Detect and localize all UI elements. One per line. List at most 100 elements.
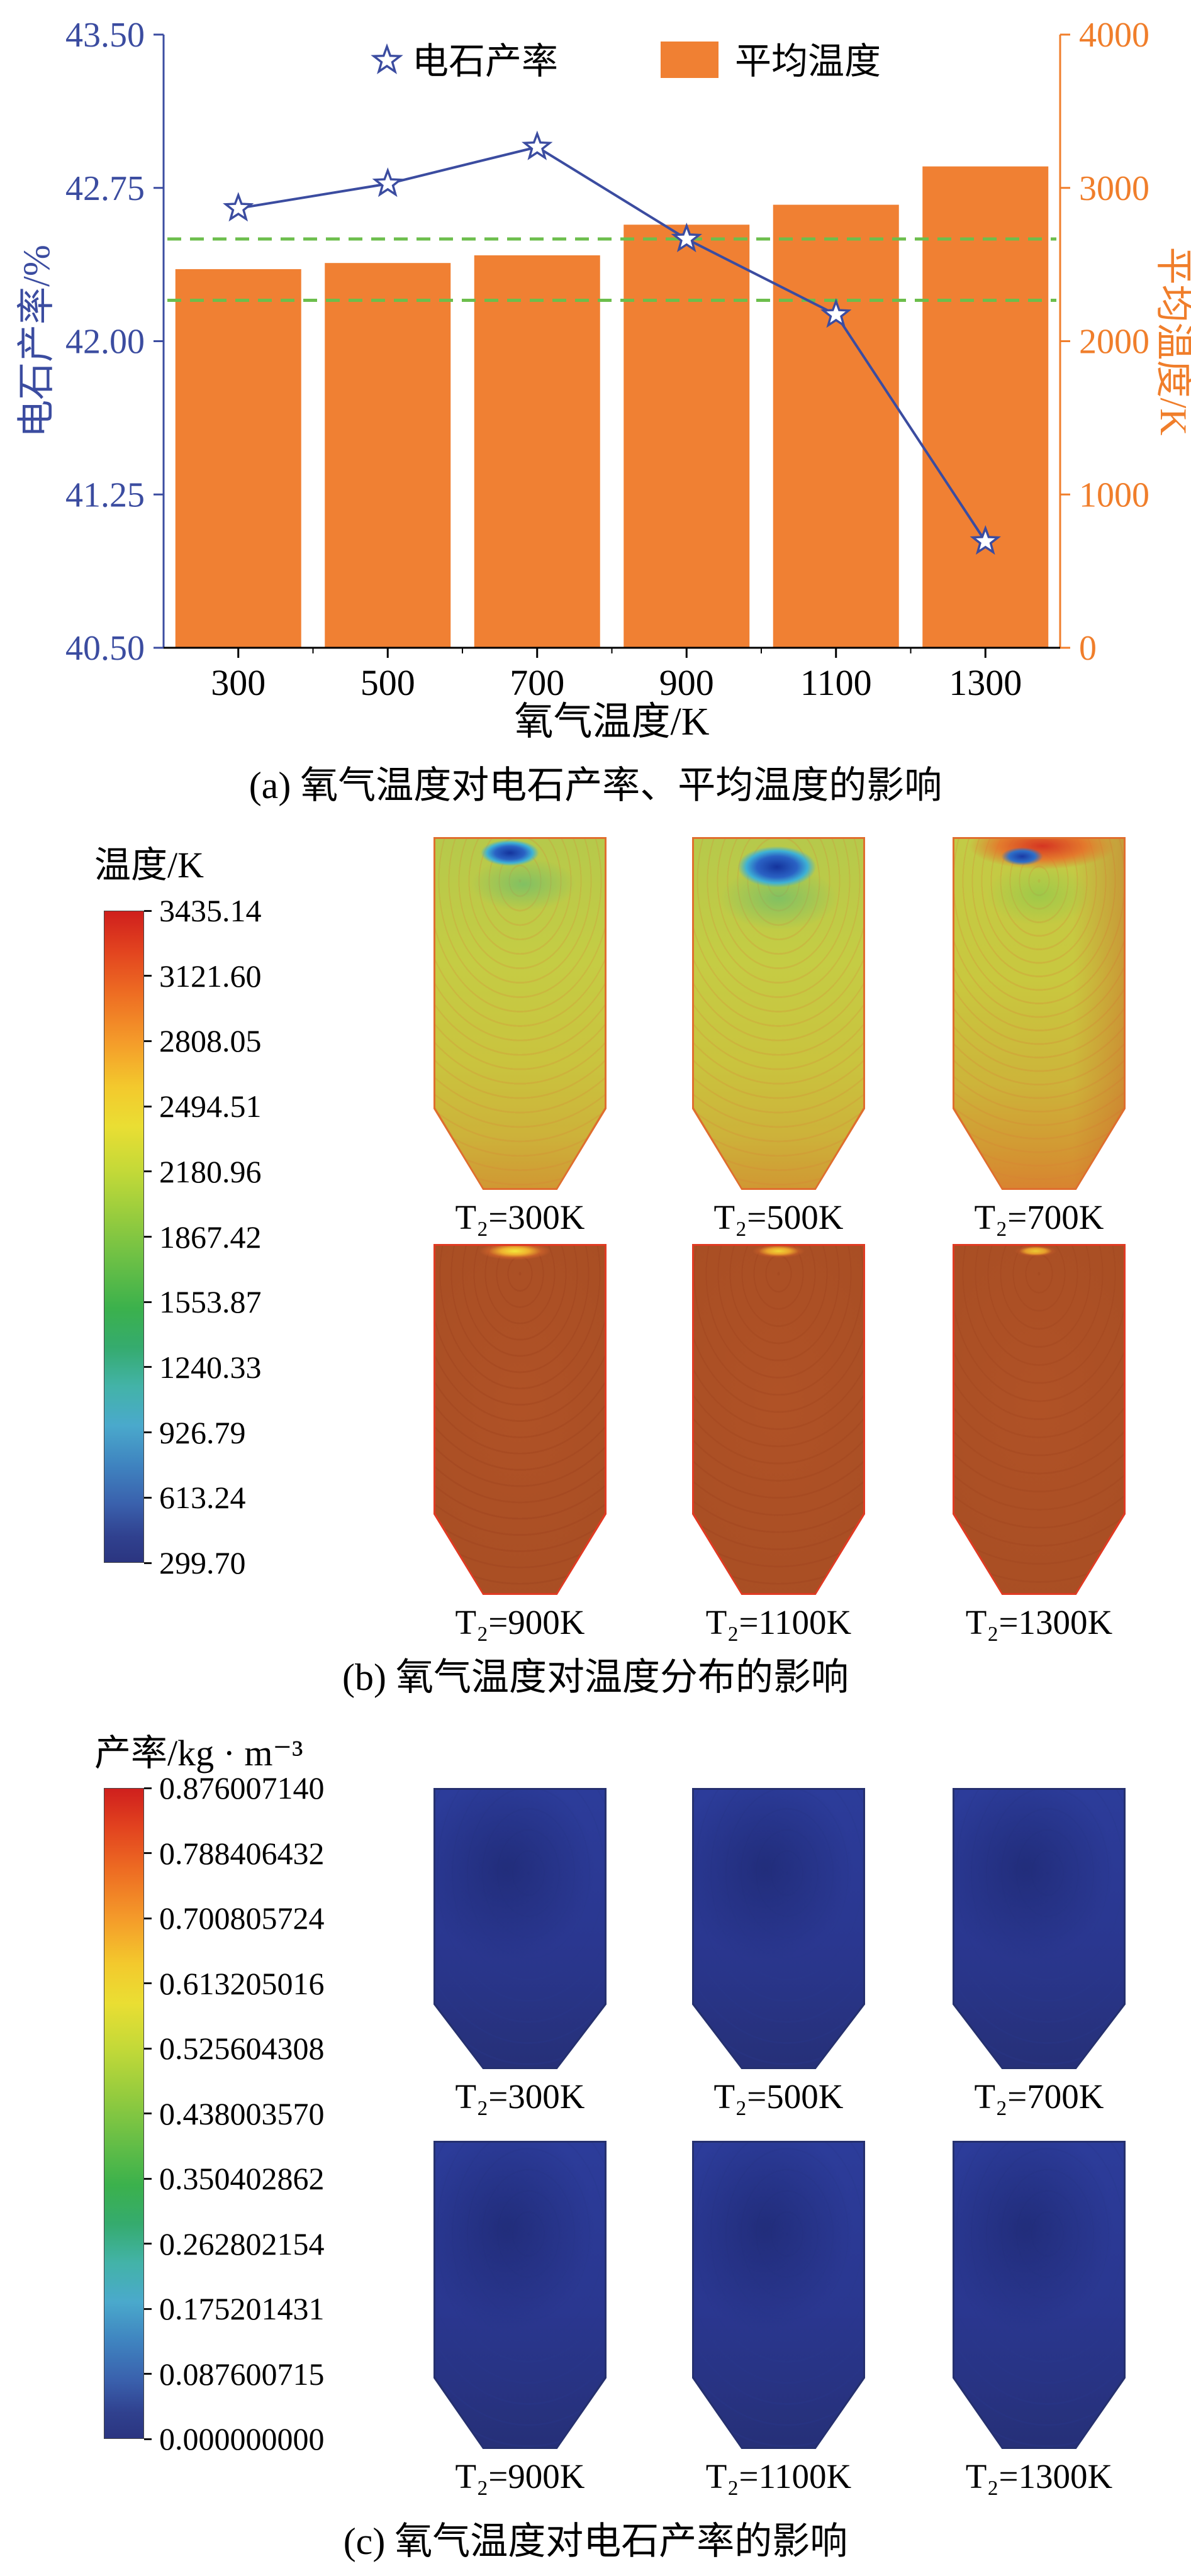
svg-text:平均温度/K: 平均温度/K — [1153, 247, 1191, 436]
contour-field — [694, 839, 863, 1188]
contour-plot-image — [433, 837, 607, 1190]
contour-field — [954, 1790, 1124, 2067]
svg-text:1000: 1000 — [1079, 475, 1149, 514]
contour-plot-image — [953, 1788, 1126, 2069]
caption-b: (b) 氧气温度对温度分布的影响 — [342, 1657, 849, 1698]
plot-label: T₂=900K — [455, 1603, 585, 1641]
contour-temp-700K: T₂=700K — [953, 837, 1126, 1237]
contour-plot-image — [433, 2141, 607, 2449]
colorbar-tick-label: 0.700805724 — [144, 1900, 325, 1936]
svg-text:40.50: 40.50 — [65, 629, 145, 668]
colorbar-tick-label: 1867.42 — [144, 1219, 262, 1255]
svg-text:1100: 1100 — [800, 662, 872, 703]
colorbar-tick-label: 0.613205016 — [144, 1965, 325, 2002]
colorbar-tick-label: 0.262802154 — [144, 2226, 325, 2262]
svg-text:平均温度: 平均温度 — [735, 41, 881, 82]
yield-colorbar-title: 产率/kg · m⁻³ — [94, 1733, 303, 1774]
panel-b: 温度/K 3435.14 3121.60 2808.05 2494.51 2180.96… — [0, 818, 1191, 1698]
svg-text:4000: 4000 — [1079, 16, 1149, 55]
contour-field — [435, 1246, 605, 1593]
oxygen-temperature-combo-chart: 43.5042.7542.0041.2540.50400030002000100… — [16, 16, 1191, 743]
svg-text:电石产率: 电石产率 — [412, 41, 558, 82]
temperature-colorbar-gradient — [104, 911, 144, 1563]
contour-field — [954, 2143, 1124, 2447]
contour-field — [694, 2143, 863, 2447]
contour-plot-image — [692, 837, 865, 1190]
contour-temp-900K: T₂=900K — [433, 1244, 607, 1642]
colorbar-tick-label: 2494.51 — [144, 1088, 262, 1124]
colorbar-tick-label: 0.087600715 — [144, 2356, 325, 2392]
contour-field — [694, 1790, 863, 2067]
plot-label: T₂=1100K — [705, 1603, 852, 1641]
colorbar-tick-label: 0.000000000 — [144, 2421, 325, 2457]
plot-label: T₂=1100K — [705, 2457, 852, 2496]
svg-text:42.75: 42.75 — [65, 169, 145, 208]
svg-text:43.50: 43.50 — [65, 16, 145, 55]
svg-text:1300: 1300 — [949, 662, 1022, 703]
colorbar-tick-label: 613.24 — [144, 1479, 246, 1516]
plot-label: T₂=500K — [713, 2077, 844, 2116]
plot-label: T₂=900K — [455, 2457, 585, 2496]
colorbar-tick-label: 2180.96 — [144, 1153, 262, 1190]
svg-text:41.25: 41.25 — [65, 475, 145, 514]
colorbar-tick-label: 0.175201431 — [144, 2290, 325, 2327]
caption-c: (c) 氧气温度对电石产率的影响 — [343, 2521, 848, 2562]
yield-colorbar-ticks: 0.876007140 0.788406432 0.700805724 0.61320… — [104, 1770, 325, 2457]
contour-temp-1300K: T₂=1300K — [953, 1244, 1126, 1642]
contour-field — [435, 1790, 605, 2067]
contour-plot-image — [953, 1244, 1126, 1595]
svg-text:500: 500 — [361, 662, 415, 703]
contour-temp-500K: T₂=500K — [692, 837, 865, 1237]
plot-label: T₂=700K — [974, 2077, 1104, 2116]
contour-temp-1100K: T₂=1100K — [692, 1244, 865, 1642]
contour-plot-image — [433, 1244, 607, 1595]
colorbar-tick-label: 0.876007140 — [144, 1770, 325, 1806]
contour-field — [435, 2143, 605, 2447]
plot-label: T₂=500K — [713, 1198, 844, 1236]
svg-text:0: 0 — [1079, 629, 1097, 668]
contour-plot-image — [692, 1244, 865, 1595]
colorbar-tick-label: 0.525604308 — [144, 2030, 325, 2067]
plot-label: T₂=1300K — [965, 2457, 1113, 2496]
contour-yield-1300K: T₂=1300K — [953, 2141, 1126, 2496]
temperature-colorbar-ticks: 3435.14 3121.60 2808.05 2494.51 2180.96 1867.… — [104, 893, 262, 1580]
contour-plot-image — [953, 837, 1126, 1190]
svg-text:氧气温度/K: 氧气温度/K — [514, 701, 709, 743]
colorbar-tick-label: 926.79 — [144, 1414, 246, 1451]
contour-field — [954, 1246, 1124, 1593]
svg-text:300: 300 — [211, 662, 266, 703]
colorbar-tick-label: 2808.05 — [144, 1023, 262, 1059]
contour-yield-700K: T₂=700K — [953, 1788, 1126, 2116]
svg-text:700: 700 — [510, 662, 564, 703]
contour-plot-image — [433, 1788, 607, 2069]
svg-text:3000: 3000 — [1079, 169, 1149, 208]
contour-temp-300K: T₂=300K — [433, 837, 607, 1237]
contour-plot-image — [692, 1788, 865, 2069]
yield-colorbar-gradient — [104, 1788, 144, 2439]
svg-text:42.00: 42.00 — [65, 323, 145, 362]
colorbar-tick-label: 3435.14 — [144, 892, 262, 929]
colorbar-tick-label: 1240.33 — [144, 1349, 262, 1385]
colorbar-tick-label: 0.350402862 — [144, 2160, 325, 2197]
contour-yield-500K: T₂=500K — [692, 1788, 865, 2116]
contour-plot-image — [953, 2141, 1126, 2449]
contour-field — [954, 839, 1124, 1188]
panel-a: 43.50 42.75 42.00 41.25 40.50 4000 3000 2000 100… — [0, 0, 1191, 818]
svg-text:电石产率/%: 电石产率/% — [16, 245, 57, 438]
colorbar-tick-label: 3121.60 — [144, 958, 262, 994]
svg-text:900: 900 — [659, 662, 714, 703]
svg-text:2000: 2000 — [1079, 323, 1149, 362]
colorbar-tick-label: 0.438003570 — [144, 2096, 325, 2132]
contour-field — [694, 1246, 863, 1593]
plot-label: T₂=700K — [974, 1198, 1104, 1236]
contour-yield-1100K: T₂=1100K — [692, 2141, 865, 2496]
colorbar-tick-label: 299.70 — [144, 1545, 246, 1581]
contour-yield-300K: T₂=300K — [433, 1788, 607, 2116]
temperature-colorbar: 3435.14 3121.60 2808.05 2494.51 2180.96 1867.… — [104, 893, 262, 1580]
plot-label: T₂=300K — [455, 2077, 585, 2116]
yield-colorbar: 0.876007140 0.788406432 0.700805724 0.61320… — [104, 1770, 325, 2457]
contour-yield-900K: T₂=900K — [433, 2141, 607, 2496]
colorbar-tick-label: 1553.87 — [144, 1284, 262, 1320]
panel-c: 产率/kg · m⁻³ 0.876007140 0.788406432 0.7008… — [0, 1698, 1191, 2576]
